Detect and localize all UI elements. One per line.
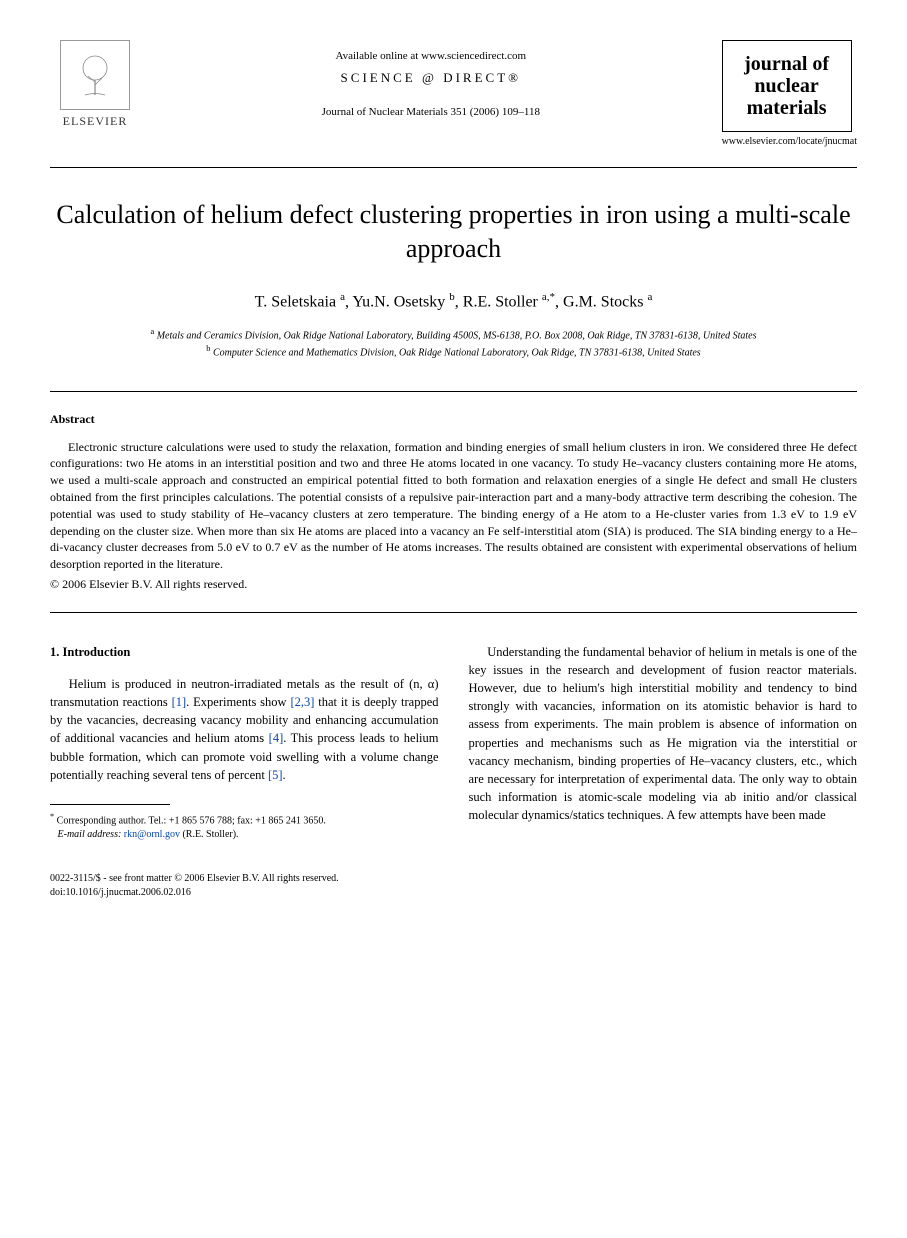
available-online-text: Available online at www.sciencedirect.co… (140, 50, 722, 62)
header-divider (50, 167, 857, 168)
abstract-heading: Abstract (50, 412, 857, 427)
left-column: 1. Introduction Helium is produced in ne… (50, 643, 439, 842)
corresponding-text: Corresponding author. Tel.: +1 865 576 7… (57, 815, 326, 826)
page-header: ELSEVIER Available online at www.science… (50, 40, 857, 147)
elsevier-logo: ELSEVIER (50, 40, 140, 129)
footnotes: * Corresponding author. Tel.: +1 865 576… (50, 811, 439, 842)
footer-doi: doi:10.1016/j.jnucmat.2006.02.016 (50, 887, 191, 898)
affiliation-b: Computer Science and Mathematics Divisio… (213, 348, 701, 359)
abstract-top-divider (50, 391, 857, 392)
journal-title-box: journal of nuclear materials (722, 40, 852, 132)
corresponding-author-note: * Corresponding author. Tel.: +1 865 576… (50, 811, 439, 828)
authors-list: T. Seletskaia a, Yu.N. Osetsky b, R.E. S… (50, 291, 857, 311)
affiliation-a: Metals and Ceramics Division, Oak Ridge … (157, 330, 757, 341)
abstract-body: Electronic structure calculations were u… (50, 439, 857, 573)
citation-link[interactable]: [2,3] (290, 695, 314, 709)
intro-paragraph-1: Helium is produced in neutron-irradiated… (50, 675, 439, 784)
email-link[interactable]: rkn@ornl.gov (124, 829, 180, 840)
intro-paragraph-2: Understanding the fundamental behavior o… (469, 643, 858, 824)
section-1-heading: 1. Introduction (50, 643, 439, 661)
journal-line2: nuclear (754, 75, 818, 97)
journal-url[interactable]: www.elsevier.com/locate/jnucmat (722, 136, 857, 147)
footer-line1: 0022-3115/$ - see front matter © 2006 El… (50, 873, 339, 884)
right-column: Understanding the fundamental behavior o… (469, 643, 858, 842)
email-note: E-mail address: rkn@ornl.gov (R.E. Stoll… (50, 828, 439, 842)
journal-reference: Journal of Nuclear Materials 351 (2006) … (140, 106, 722, 118)
science-direct-logo: SCIENCE @ DIRECT® (140, 70, 722, 86)
footer-info: 0022-3115/$ - see front matter © 2006 El… (50, 872, 857, 900)
article-title: Calculation of helium defect clustering … (50, 198, 857, 266)
abstract-bottom-divider (50, 612, 857, 613)
citation-link[interactable]: [4] (269, 731, 284, 745)
body-columns: 1. Introduction Helium is produced in ne… (50, 643, 857, 842)
citation-link[interactable]: [1] (172, 695, 187, 709)
citation-link[interactable]: [5] (268, 768, 283, 782)
journal-line3: materials (747, 97, 827, 119)
journal-branding: journal of nuclear materials www.elsevie… (722, 40, 857, 147)
email-author-suffix: (R.E. Stoller). (182, 829, 238, 840)
center-header: Available online at www.sciencedirect.co… (140, 40, 722, 118)
elsevier-tree-icon (60, 40, 130, 110)
footnote-separator (50, 804, 170, 805)
abstract-copyright: © 2006 Elsevier B.V. All rights reserved… (50, 577, 857, 592)
email-label: E-mail address: (58, 829, 122, 840)
journal-line1: journal of (744, 53, 829, 75)
affiliations: a Metals and Ceramics Division, Oak Ridg… (50, 326, 857, 361)
elsevier-name: ELSEVIER (50, 114, 140, 129)
